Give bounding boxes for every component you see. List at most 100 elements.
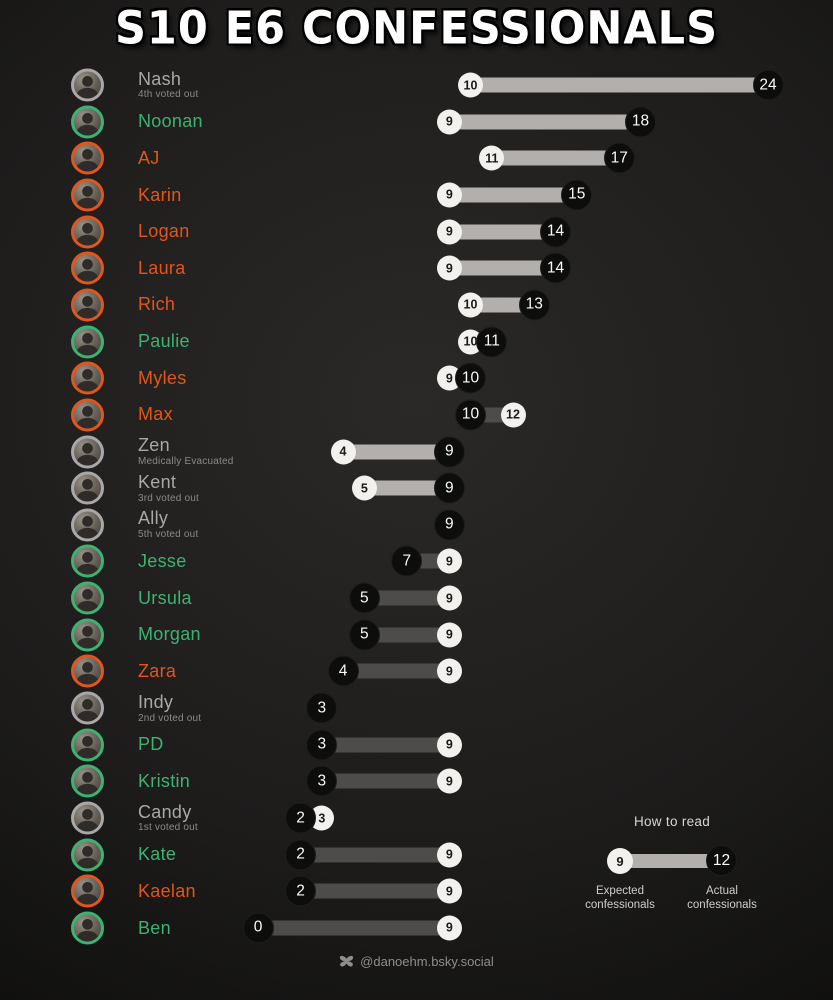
player-label: Candy 1st voted out — [138, 800, 198, 837]
page-title: S10 E6 CONFESSIONALS — [114, 2, 719, 55]
expected-circle: 9 — [436, 878, 462, 904]
person-silhouette-icon — [76, 442, 99, 465]
player-label: Kaelan — [138, 873, 196, 910]
expected-circle: 9 — [436, 768, 462, 794]
player-name: Indy — [138, 691, 174, 712]
actual-circle: 9 — [433, 509, 465, 541]
actual-circle: 18 — [625, 106, 656, 138]
avatar — [71, 911, 104, 945]
player-label: AJ — [138, 140, 160, 177]
person-silhouette-icon — [76, 809, 99, 832]
confessional-bar — [321, 737, 450, 753]
confessional-bar — [364, 590, 450, 606]
player-subtitle: 5th voted out — [138, 529, 199, 541]
player-label: Indy 2nd voted out — [138, 690, 201, 727]
avatar — [71, 471, 104, 505]
confessional-bar — [491, 150, 620, 166]
expected-circle: 9 — [436, 219, 462, 245]
avatar — [71, 728, 104, 762]
player-name: Zara — [138, 660, 177, 681]
player-row: Paulie 10 11 — [0, 323, 833, 360]
player-name: Max — [138, 404, 173, 425]
player-name: Candy — [138, 801, 192, 822]
avatar — [71, 691, 104, 725]
person-silhouette-icon — [76, 259, 99, 282]
player-row: Myles 9 10 — [0, 360, 833, 397]
avatar — [71, 801, 104, 835]
actual-circle: 2 — [285, 802, 316, 834]
player-label: Ursula — [138, 580, 192, 617]
player-row: Noonan 9 18 — [0, 103, 833, 140]
player-name: Kristin — [138, 770, 191, 791]
person-silhouette-icon — [76, 185, 99, 209]
actual-circle: 24 — [752, 69, 784, 101]
player-row: Logan 9 14 — [0, 213, 833, 250]
avatar — [71, 105, 104, 139]
player-label: Kristin — [138, 763, 190, 800]
player-label: Morgan — [138, 616, 201, 653]
confessional-bar — [364, 480, 450, 496]
person-silhouette-icon — [76, 295, 99, 319]
actual-circle: 3 — [306, 692, 338, 724]
actual-circle: 10 — [455, 399, 486, 431]
player-label: Nash 4th voted out — [138, 67, 198, 104]
confessional-bar — [343, 663, 450, 679]
confessional-bar — [449, 224, 556, 240]
legend-actual-label: Actual confessionals — [687, 885, 757, 912]
expected-circle: 9 — [436, 548, 462, 574]
player-row: Morgan 9 5 — [0, 616, 833, 653]
player-row: Kaelan 9 2 — [0, 873, 833, 910]
actual-circle: 7 — [391, 545, 423, 577]
person-silhouette-icon — [76, 625, 99, 649]
actual-circle: 9 — [433, 436, 465, 467]
actual-circle: 2 — [285, 875, 316, 907]
player-label: Kent 3rd voted out — [138, 470, 199, 507]
player-subtitle: 2nd voted out — [138, 712, 202, 724]
player-row: AJ 11 17 — [0, 140, 833, 177]
player-label: Jesse — [138, 543, 187, 580]
person-silhouette-icon — [76, 112, 99, 136]
actual-circle: 15 — [561, 179, 593, 211]
actual-circle: 5 — [348, 619, 380, 651]
avatar — [71, 325, 104, 359]
confessional-bar — [321, 773, 450, 789]
player-label: Ally 5th voted out — [138, 507, 198, 544]
actual-circle: 11 — [476, 326, 508, 358]
expected-circle: 5 — [351, 475, 377, 501]
player-label: Paulie — [138, 323, 190, 360]
player-name: PD — [138, 734, 164, 755]
player-subtitle: Medically Evacuated — [138, 455, 234, 467]
expected-circle: 9 — [436, 732, 462, 758]
actual-circle: 0 — [242, 912, 274, 944]
player-name: Karin — [138, 184, 182, 205]
player-name: Myles — [138, 367, 187, 388]
expected-circle: 4 — [330, 439, 356, 464]
player-name: Kent — [138, 471, 177, 492]
avatar — [71, 141, 104, 175]
legend-expected-label: Expected confessionals — [585, 885, 655, 912]
actual-circle: 13 — [518, 289, 550, 321]
player-name: Ursula — [138, 587, 192, 608]
person-silhouette-icon — [76, 772, 99, 795]
avatar — [71, 251, 104, 285]
player-row: PD 9 3 — [0, 726, 833, 763]
legend-bar — [620, 854, 722, 868]
footer-handle[interactable]: @danoehm.bsky.social — [360, 954, 494, 969]
expected-circle: 10 — [458, 292, 483, 318]
actual-circle: 3 — [306, 765, 338, 797]
player-name: Jesse — [138, 551, 187, 572]
player-row: Ally 5th voted out 9 — [0, 507, 833, 544]
avatar — [71, 508, 104, 542]
actual-circle: 5 — [348, 582, 380, 614]
person-silhouette-icon — [76, 149, 99, 172]
player-name: AJ — [138, 147, 160, 168]
player-name: Logan — [138, 221, 190, 242]
player-row: Ben 9 0 — [0, 910, 833, 947]
player-label: Zara — [138, 653, 176, 690]
person-silhouette-icon — [76, 699, 99, 722]
confessional-bar — [449, 260, 556, 276]
person-silhouette-icon — [76, 76, 99, 99]
person-silhouette-icon — [76, 332, 99, 356]
expected-circle: 9 — [436, 622, 462, 648]
